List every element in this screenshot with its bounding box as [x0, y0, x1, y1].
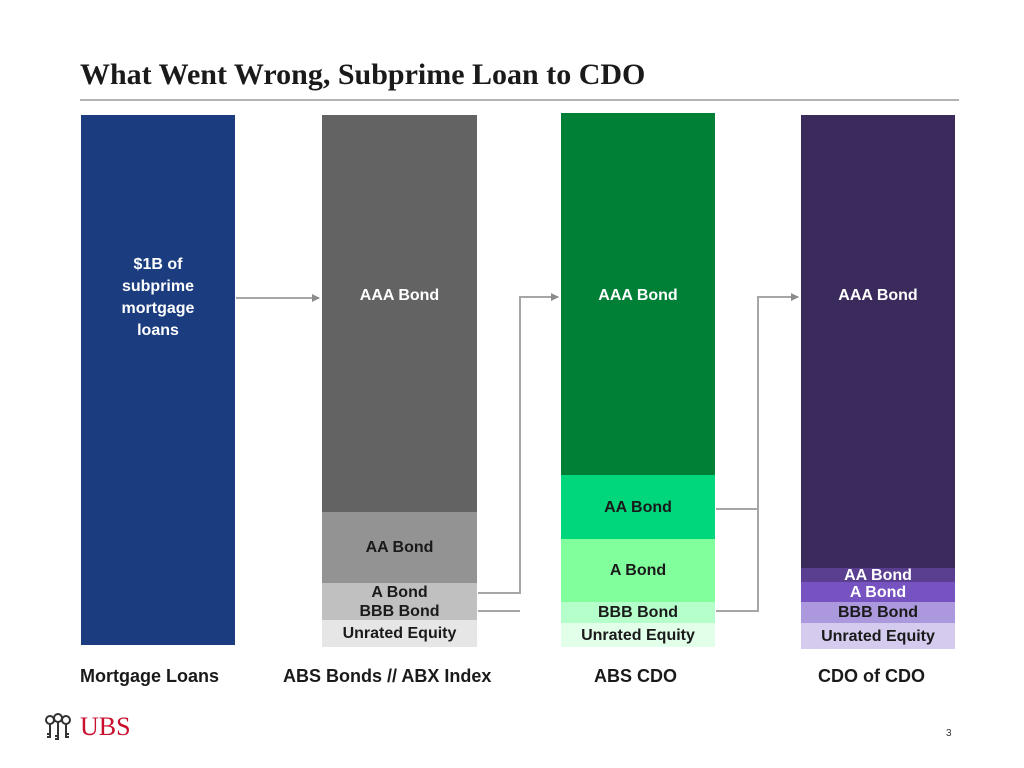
ubs-keys-icon [45, 713, 71, 740]
abs-cdo-column: AAA Bond AA Bond A Bond BBB Bond Unrated… [561, 113, 715, 647]
abs-aaa-tranche: AAA Bond [322, 115, 477, 512]
mortgage-loans-column: $1B of subprime mortgage loans [81, 115, 235, 645]
cdo-bbb-tranche: BBB Bond [561, 602, 715, 623]
cdo-equity-tranche: Unrated Equity [561, 623, 715, 647]
cdo-aaa-label: AAA Bond [598, 287, 678, 304]
cdo-aaa-tranche: AAA Bond [561, 113, 715, 475]
page-number: 3 [946, 728, 952, 739]
caption-abs-bonds: ABS Bonds // ABX Index [283, 666, 492, 686]
abs-aa-tranche: AA Bond [322, 512, 477, 583]
abs-bonds-column: AAA Bond AA Bond A Bond BBB Bond Unrated… [322, 115, 477, 647]
arrow-cdo-bbb-to-cdo2 [716, 509, 759, 612]
cdo-a-label: A Bond [609, 562, 667, 579]
cdo-aa-label: AA Bond [604, 498, 672, 516]
slide-title: What Went Wrong, Subprime Loan to CDO [80, 58, 646, 91]
abs-equity-tranche: Unrated Equity [322, 620, 477, 647]
cdo-bbb-label: BBB Bond [598, 604, 678, 621]
cdo-aa-tranche: AA Bond [561, 475, 715, 539]
title-divider [80, 99, 959, 101]
abs-aaa-label: AAA Bond [359, 287, 440, 304]
mortgage-pool-block: $1B of subprime mortgage loans [81, 115, 235, 645]
cdo2-a-label: A Bond [849, 583, 907, 601]
caption-mortgage-loans: Mortgage Loans [80, 666, 220, 686]
cdo2-aa-tranche: AA Bond [801, 566, 955, 584]
cdo2-aa-label: AA Bond [844, 566, 912, 584]
cdo2-bbb-tranche: BBB Bond [801, 602, 955, 623]
caption-abs-cdo: ABS CDO [594, 666, 678, 686]
cdo2-equity-tranche: Unrated Equity [801, 623, 955, 649]
arrow-cdo-aa-to-cdo2 [716, 293, 799, 510]
cdo2-aaa-tranche: AAA Bond [801, 115, 955, 568]
arrow-abs-a-to-cdo [478, 293, 559, 594]
cdo-squared-column: AAA Bond AA Bond A Bond BBB Bond Unrated… [801, 115, 955, 649]
mortgage-pool-label: $1B of subprime mortgage loans [121, 256, 195, 339]
ubs-logo: UBS [42, 712, 131, 742]
abs-a-bbb-tranche: A Bond BBB Bond [322, 583, 477, 620]
cdo2-bbb-label: BBB Bond [838, 604, 918, 621]
cdo-equity-label: Unrated Equity [581, 626, 695, 644]
caption-cdo-of-cdo: CDO of CDO [818, 666, 925, 686]
abs-aa-label: AA Bond [365, 539, 434, 556]
cdo2-equity-label: Unrated Equity [821, 627, 935, 645]
cdo-a-tranche: A Bond [561, 539, 715, 602]
abs-equity-label: Unrated Equity [342, 625, 457, 642]
abs-a-bbb-label: A Bond BBB Bond [359, 583, 440, 620]
logo-wordmark: UBS [80, 712, 131, 741]
cdo2-a-tranche: A Bond [801, 582, 955, 602]
cdo2-aaa-label: AAA Bond [838, 287, 918, 304]
